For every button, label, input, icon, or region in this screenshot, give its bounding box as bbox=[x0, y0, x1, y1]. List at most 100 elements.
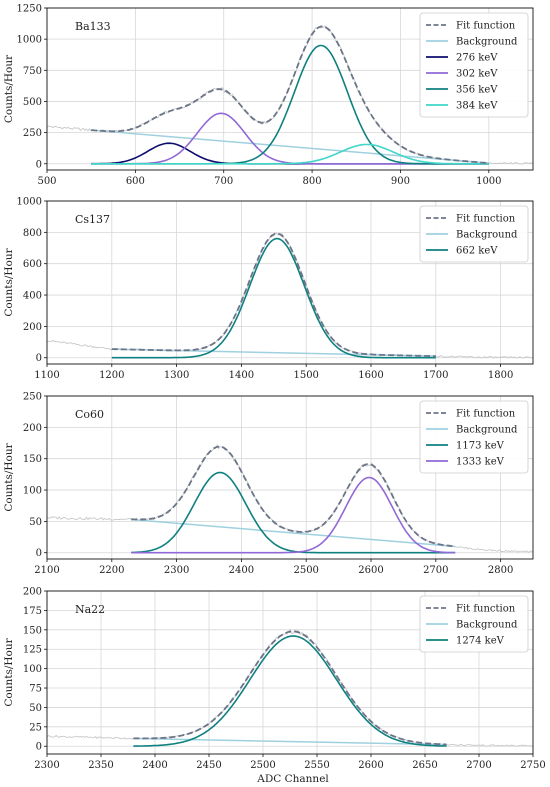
fit-function-line bbox=[131, 445, 456, 548]
x-tick-label: 2700 bbox=[466, 760, 491, 771]
legend-label: Background bbox=[456, 37, 518, 48]
peak-1173-kev-line bbox=[131, 471, 456, 554]
y-tick-label: 50 bbox=[29, 703, 42, 714]
legend-label: 1333 keV bbox=[456, 457, 505, 468]
y-tick-label: 600 bbox=[23, 259, 42, 270]
x-tick-label: 1600 bbox=[358, 370, 383, 381]
y-tick-label: 0 bbox=[36, 353, 42, 364]
x-tick-label: 2600 bbox=[358, 565, 383, 576]
panel-na22: 2300 2350 2400 2450 2500 2550 2600 2650 2700 2750… bbox=[3, 587, 546, 772]
legend-box bbox=[419, 12, 529, 118]
x-tick-label: 1400 bbox=[229, 370, 254, 381]
legend-box bbox=[419, 595, 529, 653]
legend: Fit function Background 1274 keV bbox=[419, 595, 529, 653]
x-tick-label: 900 bbox=[391, 176, 410, 187]
x-tick-label: 800 bbox=[303, 176, 322, 187]
y-tick-label: 200 bbox=[23, 322, 42, 333]
x-tick-label: 1500 bbox=[293, 370, 318, 381]
x-tick-label: 1200 bbox=[99, 370, 124, 381]
axes-frame bbox=[46, 590, 534, 755]
background-line bbox=[133, 737, 447, 746]
legend-label: 662 keV bbox=[456, 246, 498, 257]
panel-title: Na22 bbox=[75, 603, 105, 616]
plot-area bbox=[47, 232, 533, 359]
peak-662-kev-line bbox=[111, 237, 436, 359]
y-tick-label: 750 bbox=[23, 66, 42, 77]
legend-label: Background bbox=[456, 620, 518, 631]
y-axis-label: Counts/Hour bbox=[3, 247, 15, 316]
x-tick-label: 1000 bbox=[476, 176, 501, 187]
y-tick-label: 250 bbox=[23, 128, 42, 139]
fit-function-line bbox=[133, 630, 447, 746]
x-tick-label: 2650 bbox=[412, 760, 437, 771]
y-tick-label: 1250 bbox=[17, 4, 42, 15]
x-tick-label: 2450 bbox=[196, 760, 221, 771]
background-line bbox=[131, 518, 456, 548]
x-tick-label: 2400 bbox=[229, 565, 254, 576]
x-tick-label: 2300 bbox=[34, 760, 59, 771]
legend: Fit function Background 662 keV bbox=[419, 205, 529, 263]
legend-label: Fit function bbox=[456, 214, 516, 225]
x-tick-label: 2500 bbox=[250, 760, 275, 771]
legend: Fit function Background 1173 keV 1333 keV bbox=[419, 400, 529, 474]
plot-area bbox=[47, 25, 533, 165]
y-tick-label: 200 bbox=[23, 587, 42, 598]
y-tick-label: 250 bbox=[23, 392, 42, 403]
x-tick-label: 500 bbox=[37, 176, 56, 187]
legend-label: 356 keV bbox=[456, 85, 498, 96]
x-tick-label: 1100 bbox=[34, 370, 59, 381]
legend-label: 384 keV bbox=[456, 101, 498, 112]
peak-1333-kev-line bbox=[131, 476, 456, 554]
y-tick-label: 1000 bbox=[17, 35, 42, 46]
legend-label: Background bbox=[456, 230, 518, 241]
y-tick-label: 75 bbox=[29, 684, 42, 695]
legend-label: Fit function bbox=[456, 604, 516, 615]
legend-label: Fit function bbox=[456, 21, 516, 32]
y-axis-label: Counts/Hour bbox=[3, 54, 15, 123]
x-tick-label: 2550 bbox=[304, 760, 329, 771]
y-tick-label: 0 bbox=[36, 548, 42, 559]
x-tick-label: 2800 bbox=[488, 565, 513, 576]
panel-cs137: 1100 1200 1300 1400 1500 1600 1700 1800 0 200 400 6… bbox=[3, 197, 534, 381]
legend-label: 302 keV bbox=[456, 69, 498, 80]
x-tick-label: 2350 bbox=[88, 760, 113, 771]
y-tick-label: 100 bbox=[23, 664, 42, 675]
legend-label: 276 keV bbox=[456, 53, 498, 64]
y-tick-label: 125 bbox=[23, 645, 42, 656]
y-tick-label: 200 bbox=[23, 423, 42, 434]
x-tick-label: 1300 bbox=[164, 370, 189, 381]
peak-1274-kev-line bbox=[133, 635, 447, 747]
y-tick-label: 400 bbox=[23, 291, 42, 302]
x-tick-label: 1800 bbox=[488, 370, 513, 381]
x-axis-label: ADC Channel bbox=[256, 773, 329, 785]
x-tick-label: 2400 bbox=[142, 760, 167, 771]
x-tick-label: 2750 bbox=[520, 760, 545, 771]
y-tick-label: 800 bbox=[23, 228, 42, 239]
y-tick-label: 0 bbox=[36, 742, 42, 753]
y-tick-label: 100 bbox=[23, 486, 42, 497]
axes-frame bbox=[46, 200, 534, 365]
y-tick-label: 1000 bbox=[17, 197, 42, 208]
y-tick-label: 50 bbox=[29, 517, 42, 528]
panel-title: Co60 bbox=[75, 408, 104, 421]
axes-frame bbox=[46, 395, 534, 560]
x-tick-label: 700 bbox=[214, 176, 233, 187]
legend-box bbox=[419, 400, 529, 474]
y-tick-label: 150 bbox=[23, 454, 42, 465]
legend: Fit function Background 276 keV 302 keV 356 … bbox=[419, 12, 529, 118]
fit-function-line bbox=[111, 232, 436, 358]
panel-title: Ba133 bbox=[75, 20, 111, 33]
y-tick-label: 0 bbox=[36, 159, 42, 170]
x-tick-label: 2200 bbox=[99, 565, 124, 576]
legend-label: 1173 keV bbox=[456, 441, 505, 452]
y-tick-label: 150 bbox=[23, 625, 42, 636]
panel-co60: 2100 2200 2300 2400 2500 2600 2700 2800 0 50 100 15… bbox=[3, 392, 534, 576]
panel-ba133: 500 600 700 800 900 1000 0 250 500 750 1000 1250 Cou… bbox=[3, 4, 534, 187]
x-tick-label: 2500 bbox=[293, 565, 318, 576]
fit-function-line bbox=[91, 25, 489, 164]
x-tick-label: 2700 bbox=[423, 565, 448, 576]
plot-area bbox=[47, 628, 533, 747]
y-tick-label: 500 bbox=[23, 97, 42, 108]
legend-label: 1274 keV bbox=[456, 636, 505, 647]
